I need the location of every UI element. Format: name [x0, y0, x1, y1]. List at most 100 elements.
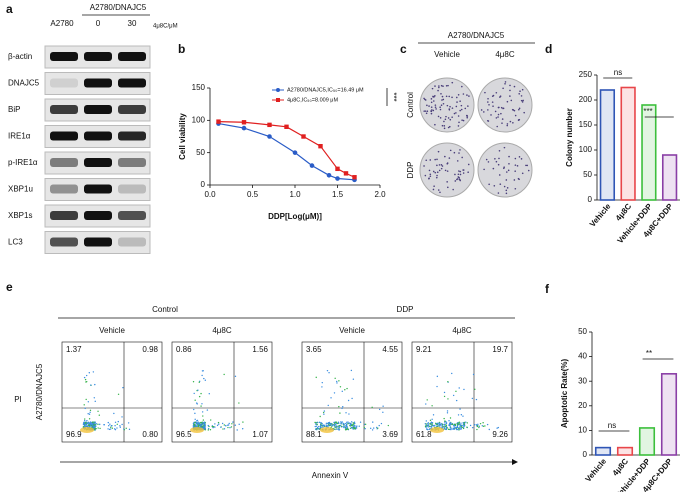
event	[109, 428, 112, 430]
colony	[487, 120, 490, 122]
event	[457, 414, 460, 416]
event	[349, 427, 352, 430]
colony	[510, 99, 513, 102]
colony	[436, 171, 439, 174]
event	[431, 422, 434, 424]
event	[197, 421, 199, 423]
event	[364, 423, 367, 426]
y-tick-label: 50	[578, 327, 587, 336]
colony	[495, 117, 498, 119]
event	[87, 421, 90, 424]
point	[326, 173, 332, 178]
event	[443, 427, 445, 429]
band	[84, 78, 112, 88]
colony	[423, 165, 425, 167]
event	[449, 417, 452, 419]
colony	[424, 110, 427, 112]
colony	[423, 110, 426, 112]
event	[465, 421, 467, 423]
event	[327, 404, 329, 407]
event	[214, 426, 216, 428]
colony	[442, 85, 444, 88]
colony	[428, 105, 430, 107]
event	[445, 427, 448, 429]
quadrant-value: 1.07	[252, 430, 268, 439]
colony	[453, 151, 456, 154]
event	[200, 424, 202, 426]
event	[201, 411, 204, 413]
colony	[457, 173, 460, 176]
event	[222, 428, 224, 430]
event	[352, 424, 354, 426]
colony	[462, 169, 464, 171]
colony	[459, 109, 461, 112]
colony	[508, 163, 510, 165]
row-label: A2780/DNAJC5	[35, 363, 44, 420]
colony	[458, 170, 460, 172]
event	[234, 424, 237, 426]
colony	[451, 116, 453, 118]
bar	[641, 104, 657, 201]
colony	[451, 96, 453, 99]
event	[119, 426, 122, 428]
quadrant-value: 61.8	[416, 430, 432, 439]
plot-frame	[171, 341, 273, 443]
event	[448, 420, 450, 422]
event	[208, 393, 210, 395]
event	[238, 402, 240, 404]
annotation: **	[646, 349, 652, 358]
event	[443, 423, 446, 425]
panel-label: f	[545, 282, 550, 296]
event	[445, 426, 448, 428]
bar	[660, 373, 678, 456]
event	[450, 427, 452, 430]
colony	[443, 120, 445, 123]
event	[323, 425, 326, 427]
band	[118, 131, 146, 141]
colony	[446, 162, 449, 164]
colony	[441, 95, 444, 98]
event	[382, 405, 384, 407]
colony	[447, 117, 450, 119]
event	[121, 423, 123, 426]
event	[114, 421, 117, 424]
event	[328, 421, 331, 424]
event	[425, 403, 427, 405]
band	[118, 52, 146, 61]
bar	[599, 89, 616, 201]
event	[214, 423, 216, 425]
panel-label: d	[545, 42, 552, 56]
colony	[503, 146, 506, 149]
colony	[517, 119, 520, 121]
event	[441, 422, 443, 425]
event	[442, 425, 444, 428]
event	[341, 407, 343, 410]
colony	[429, 159, 432, 161]
event	[338, 422, 340, 425]
event	[426, 399, 428, 401]
y-tick-label: 20	[578, 401, 587, 410]
event	[427, 424, 429, 427]
band	[84, 237, 112, 247]
colony	[505, 189, 508, 192]
point	[267, 122, 272, 128]
event	[445, 424, 448, 427]
colony	[513, 109, 516, 112]
event	[336, 380, 338, 383]
event	[227, 424, 230, 426]
event	[340, 421, 342, 423]
band	[118, 184, 146, 194]
colony	[454, 180, 457, 182]
colony	[526, 164, 529, 167]
event	[196, 423, 198, 425]
band	[50, 52, 78, 61]
event	[344, 429, 347, 431]
colony	[451, 81, 454, 84]
colony	[497, 113, 500, 116]
plot-title: Vehicle	[99, 326, 125, 335]
event	[336, 428, 338, 430]
event	[482, 425, 485, 427]
colony	[456, 178, 459, 180]
row-label: Control	[406, 92, 415, 118]
event	[437, 422, 439, 424]
